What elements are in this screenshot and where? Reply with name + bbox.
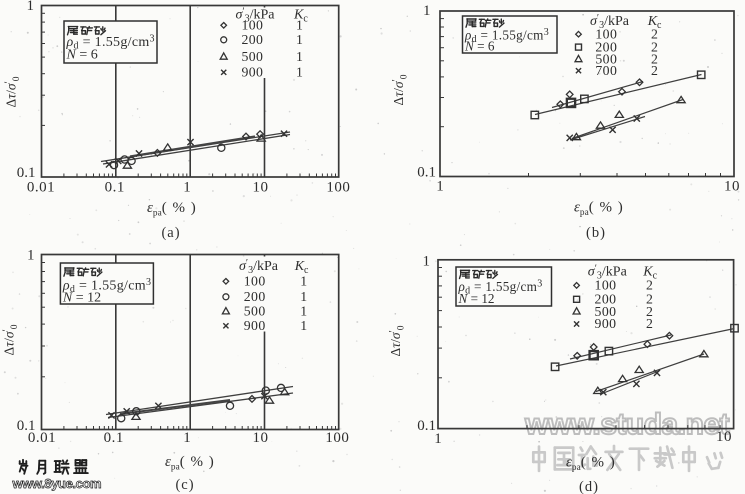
svg-text:σ′3/kPa: σ′3/kPa xyxy=(236,7,276,25)
svg-text:0.01: 0.01 xyxy=(28,430,56,446)
svg-text:10: 10 xyxy=(724,179,740,195)
svg-text:900: 900 xyxy=(595,316,617,331)
svg-text:www.8yue.com: www.8yue.com xyxy=(12,476,102,491)
svg-text:N = 6: N = 6 xyxy=(464,39,495,54)
svg-text:εpa( % ): εpa( % ) xyxy=(574,200,624,219)
svg-text:Kc: Kc xyxy=(647,14,662,31)
svg-text:100: 100 xyxy=(595,278,617,293)
svg-text:0.01: 0.01 xyxy=(27,180,55,196)
svg-text:10: 10 xyxy=(253,430,269,446)
svg-text:2: 2 xyxy=(651,39,658,54)
svg-text:(d): (d) xyxy=(579,479,599,494)
svg-text:1: 1 xyxy=(300,304,307,319)
svg-text:100: 100 xyxy=(326,180,350,196)
svg-text:(b): (b) xyxy=(586,225,606,241)
svg-text:(c): (c) xyxy=(175,477,194,493)
svg-text:εpa( % ): εpa( % ) xyxy=(566,455,616,474)
svg-text:1: 1 xyxy=(300,318,307,333)
svg-text:500: 500 xyxy=(595,52,617,67)
svg-text:0.1: 0.1 xyxy=(105,180,125,196)
svg-text:1: 1 xyxy=(296,32,303,47)
svg-text:1: 1 xyxy=(434,431,442,447)
svg-text:σ′3/kPa: σ′3/kPa xyxy=(590,13,630,31)
svg-text:100: 100 xyxy=(595,26,617,41)
svg-text:1: 1 xyxy=(296,65,303,80)
svg-text:0.1: 0.1 xyxy=(17,418,36,434)
svg-text:900: 900 xyxy=(244,318,266,333)
svg-text:1: 1 xyxy=(183,430,191,446)
svg-text:1: 1 xyxy=(423,254,431,270)
svg-text:N = 12: N = 12 xyxy=(458,291,495,306)
svg-text:0.1: 0.1 xyxy=(17,165,36,181)
svg-text:Δτ/σ′0: Δτ/σ′0 xyxy=(2,324,21,355)
svg-text:1: 1 xyxy=(423,3,431,19)
svg-text:200: 200 xyxy=(244,289,266,304)
svg-text:ρd = 1.55g/cm3: ρd = 1.55g/cm3 xyxy=(62,277,151,295)
svg-text:2: 2 xyxy=(651,26,658,41)
svg-text:200: 200 xyxy=(241,32,263,47)
svg-text:εpa( % ): εpa( % ) xyxy=(165,454,215,473)
svg-text:1: 1 xyxy=(300,274,307,289)
svg-text:10: 10 xyxy=(716,429,732,445)
svg-text:200: 200 xyxy=(595,292,617,307)
svg-text:2: 2 xyxy=(651,52,658,67)
svg-text:1: 1 xyxy=(27,0,35,14)
svg-text:2: 2 xyxy=(646,304,653,319)
svg-text:100: 100 xyxy=(244,274,266,289)
svg-text:100: 100 xyxy=(241,18,263,33)
svg-text:Δτ/σ′0: Δτ/σ′0 xyxy=(388,325,407,356)
svg-text:εpa( % ): εpa( % ) xyxy=(147,200,197,219)
svg-text:10: 10 xyxy=(253,180,269,196)
svg-text:2: 2 xyxy=(646,278,653,293)
svg-text:500: 500 xyxy=(595,304,617,319)
svg-text:0.1: 0.1 xyxy=(417,418,436,434)
svg-text:ρd = 1.55g/cm3: ρd = 1.55g/cm3 xyxy=(458,279,543,297)
svg-text:Kc: Kc xyxy=(642,265,657,282)
svg-text:1: 1 xyxy=(183,180,191,196)
svg-text:1: 1 xyxy=(300,289,307,304)
svg-text:200: 200 xyxy=(595,39,617,54)
svg-text:N = 6: N = 6 xyxy=(66,48,98,63)
svg-text:2: 2 xyxy=(646,316,653,331)
svg-text:500: 500 xyxy=(241,49,263,64)
svg-text:Kc: Kc xyxy=(293,8,308,25)
svg-text:2: 2 xyxy=(646,292,653,307)
svg-text:100: 100 xyxy=(325,430,349,446)
svg-text:700: 700 xyxy=(595,63,617,78)
svg-text:0.1: 0.1 xyxy=(417,165,436,181)
svg-text:σ′3/kPa: σ′3/kPa xyxy=(588,264,628,282)
svg-text:www.studa.net: www.studa.net xyxy=(524,408,730,441)
svg-text:0.1: 0.1 xyxy=(104,430,124,446)
svg-text:1: 1 xyxy=(27,248,35,264)
svg-text:Δτ/σ′0: Δτ/σ′0 xyxy=(391,74,410,105)
svg-text:500: 500 xyxy=(244,304,266,319)
svg-text:1: 1 xyxy=(436,179,444,195)
svg-text:900: 900 xyxy=(241,65,263,80)
svg-text:N = 12: N = 12 xyxy=(62,291,101,306)
svg-text:Kc: Kc xyxy=(294,259,309,276)
svg-text:(a): (a) xyxy=(161,225,180,241)
svg-text:σ′3/kPa: σ′3/kPa xyxy=(239,258,279,276)
svg-text:1: 1 xyxy=(296,18,303,33)
svg-text:ρd = 1.55g/cm3: ρd = 1.55g/cm3 xyxy=(464,27,549,45)
svg-text:Δτ/σ′0: Δτ/σ′0 xyxy=(4,76,23,107)
svg-text:2: 2 xyxy=(651,63,658,78)
svg-text:ρd = 1.55g/cm3: ρd = 1.55g/cm3 xyxy=(66,34,155,52)
svg-text:1: 1 xyxy=(296,49,303,64)
